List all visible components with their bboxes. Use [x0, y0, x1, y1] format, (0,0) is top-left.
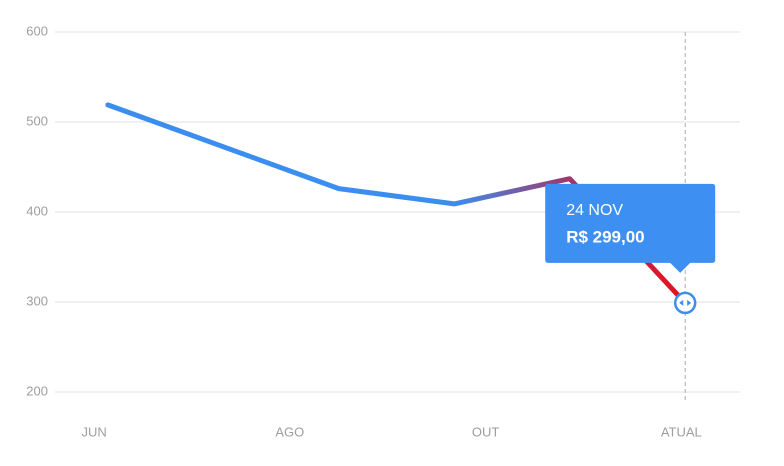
- y-tick-label: 200: [26, 383, 48, 398]
- y-tick-label: 400: [26, 203, 48, 218]
- y-tick-label: 600: [26, 23, 48, 38]
- x-tick-label: AGO: [275, 424, 304, 439]
- y-tick-label: 300: [26, 293, 48, 308]
- tooltip-title: 24 NOV: [566, 202, 623, 219]
- tooltip-box: [545, 183, 716, 273]
- x-tick-label: OUT: [472, 424, 500, 439]
- y-tick-label: 500: [26, 113, 48, 128]
- point-marker: [673, 291, 697, 315]
- x-tick-label: ATUAL: [661, 424, 702, 439]
- x-tick-label: JUN: [82, 424, 107, 439]
- marker-arrows: [679, 299, 692, 306]
- tooltip-value: R$ 299,00: [566, 227, 644, 246]
